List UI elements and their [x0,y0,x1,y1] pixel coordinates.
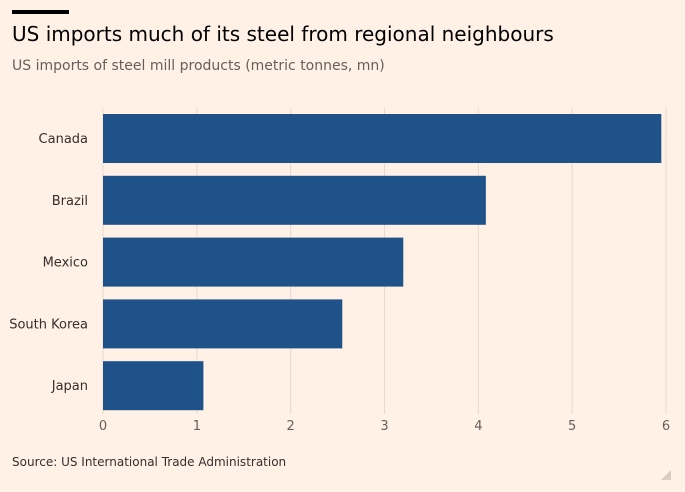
category-label: Brazil [52,194,88,209]
source-note: Source: US International Trade Administr… [12,455,287,469]
bar-canada [103,114,662,163]
category-label: Canada [39,132,88,147]
x-tick-label: 2 [287,419,295,434]
bar-south-korea [103,299,343,349]
bar-mexico [103,237,404,287]
category-label-layer: Canada Brazil Mexico South Korea Japan [9,132,88,394]
x-tick-label: 6 [662,419,670,434]
title-rule [12,10,69,14]
chart-subtitle: US imports of steel mill products (metri… [12,58,385,74]
x-tick-label: 4 [474,419,482,434]
x-tick-label: 0 [99,419,107,434]
x-tick-label: 3 [380,419,388,434]
bar-japan [103,361,204,411]
category-label: South Korea [9,317,88,332]
category-label: Japan [51,379,88,394]
category-label: Mexico [43,256,88,271]
x-tick-label: 5 [568,419,576,434]
corner-mark-icon [661,470,671,480]
bar-layer [103,114,662,411]
x-tick-label: 1 [193,419,201,434]
bar-brazil [103,175,486,225]
chart-title: US imports much of its steel from region… [12,22,554,46]
x-tick-layer: 0 1 2 3 4 5 6 [99,419,670,434]
